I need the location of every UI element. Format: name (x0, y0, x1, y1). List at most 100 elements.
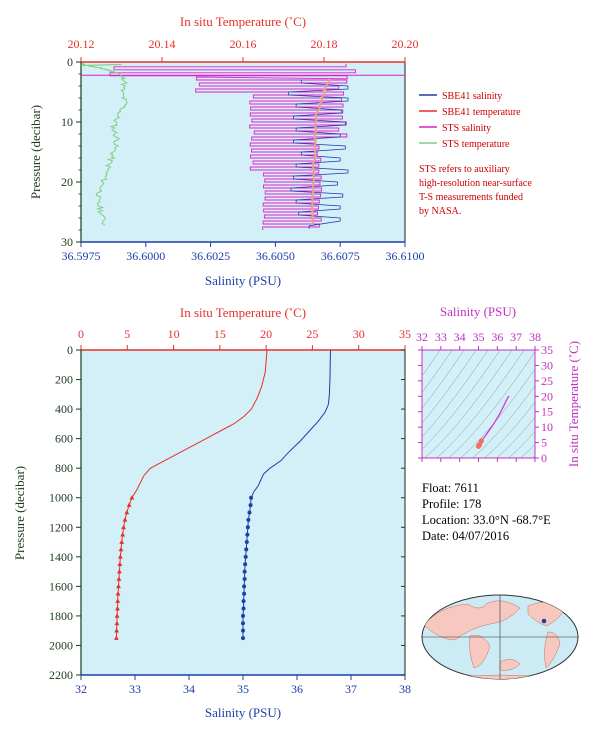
note-line: high-resolution near-surface (419, 178, 532, 189)
temperature-marker (115, 591, 121, 596)
temperature-marker (117, 561, 123, 567)
ts-plot-area (421, 349, 536, 459)
density-contour (483, 401, 535, 458)
profile-pressure-tick-label: 2200 (49, 668, 73, 682)
top-sal-tick-label: 36.6100 (386, 249, 425, 263)
temperature-marker (115, 598, 121, 603)
sbe41-temperature-line (310, 79, 331, 225)
salinity-marker (242, 569, 247, 574)
profile-sal-tick-label: 34 (183, 682, 195, 696)
density-contour (578, 320, 601, 460)
profile-pressure-tick-label: 1000 (49, 491, 73, 505)
top-pressure-tick-label: 30 (61, 235, 73, 249)
temperature-marker (116, 583, 121, 589)
salinity-marker (244, 540, 249, 545)
salinity-marker (241, 621, 245, 626)
antarctica-landmass (449, 674, 553, 679)
ts-deep-marker (478, 438, 484, 444)
density-contour (519, 443, 535, 458)
top-temp-tick-label: 20.18 (311, 37, 338, 51)
profile-axes: 0 5 10 15 20 25 30 35 32 33 34 35 36 37 38 0 200 400 600 80… (49, 327, 411, 696)
ts-sal-tick-label: 33 (435, 330, 447, 344)
ts-temp-tick-label: 25 (541, 374, 553, 388)
profile-temp-tick-label: 20 (260, 327, 272, 341)
salinity-marker (241, 613, 245, 618)
ts-temp-tick-label: 15 (541, 405, 553, 419)
top-panel-axes: 20.12 20.14 20.16 20.18 20.20 36.5975 36.6000 3… (61, 37, 425, 263)
note-line: T-S measurements funded (419, 192, 523, 203)
temperature-marker (126, 502, 132, 507)
top-temp-tick-label: 20.14 (149, 37, 176, 51)
profile-sal-tick-label: 33 (129, 682, 141, 696)
salinity-marker (241, 606, 246, 611)
density-contour (423, 350, 513, 458)
top-temp-tick-label: 20.16 (230, 37, 257, 51)
float-location-marker (541, 618, 547, 624)
temperature-marker (129, 495, 135, 500)
ts-sal-tick-label: 38 (529, 330, 541, 344)
temperature-marker (119, 539, 125, 544)
top-pressure-tick-label: 20 (61, 175, 73, 189)
profile-temp-tick-label: 25 (306, 327, 318, 341)
temperature-marker (117, 554, 123, 559)
density-contour (471, 385, 535, 458)
ts-sal-tick-label: 35 (473, 330, 485, 344)
sts-note: STS refers to auxiliary high-resolution n… (419, 164, 532, 217)
salinity-marker (245, 525, 250, 530)
density-contour (459, 368, 535, 458)
temperature-marker (120, 532, 126, 537)
temperature-marker (121, 524, 126, 530)
density-contour (422, 350, 501, 450)
temperature-marker (116, 576, 122, 581)
top-temp-tick-label: 20.20 (392, 37, 419, 51)
ts-sal-tick-label: 36 (491, 330, 503, 344)
salinity-marker (248, 503, 253, 508)
profile-temp-tick-label: 0 (78, 327, 84, 341)
ts-temp-tick-label: 20 (541, 389, 553, 403)
ts-temp-tick-label: 5 (541, 436, 547, 450)
ts-temp-tick-label: 0 (541, 451, 547, 465)
top-panel-pressure-title: Pressure (decibar) (28, 105, 43, 199)
temperature-marker (114, 613, 120, 618)
salinity-marker (241, 599, 246, 604)
density-contour (507, 430, 535, 458)
note-line: STS refers to auxiliary (419, 164, 510, 175)
float-id: Float: 7611 (422, 481, 479, 495)
ts-temp-tick-label: 10 (541, 420, 553, 434)
ts-salinity-title: Salinity (PSU) (440, 304, 516, 319)
top-pressure-tick-label: 10 (61, 115, 73, 129)
profile-sal-tick-label: 38 (399, 682, 411, 696)
australia-landmass (499, 659, 521, 671)
salinity-marker (245, 532, 250, 537)
profile-pressure-tick-label: 200 (55, 373, 73, 387)
ts-sal-tick-label: 34 (454, 330, 466, 344)
salinity-marker (249, 495, 254, 500)
float-location: Location: 33.0°N -68.7°E (422, 513, 551, 527)
profile-pressure-title: Pressure (decibar) (12, 466, 27, 560)
profile-pressure-tick-label: 1800 (49, 609, 73, 623)
sts-salinity-line (109, 63, 356, 230)
density-contour (447, 351, 535, 458)
profile-pressure-tick-label: 2000 (49, 638, 73, 652)
profile-date: Date: 04/07/2016 (422, 529, 509, 543)
profile-number: Profile: 178 (422, 497, 481, 511)
profile-temp-tick-label: 10 (168, 327, 180, 341)
density-contour (435, 350, 525, 458)
ts-temp-tick-label: 35 (541, 343, 553, 357)
salinity-marker (246, 517, 251, 522)
ts-temp-tick-label: 30 (541, 358, 553, 372)
top-panel-salinity-title: Salinity (PSU) (205, 273, 281, 288)
profile-pressure-tick-label: 1200 (49, 520, 73, 534)
density-contours (422, 320, 601, 460)
temperature-marker (117, 568, 122, 574)
top-sal-tick-label: 36.6050 (256, 249, 295, 263)
temperature-marker (114, 620, 120, 626)
temperature-marker (113, 635, 119, 640)
top-panel-temperature-title: In situ Temperature (˚C) (180, 14, 306, 29)
ts-sal-tick-label: 37 (510, 330, 522, 344)
profile-sal-tick-label: 36 (291, 682, 303, 696)
temperature-marker (115, 605, 120, 611)
profile-sal-tick-label: 32 (75, 682, 87, 696)
